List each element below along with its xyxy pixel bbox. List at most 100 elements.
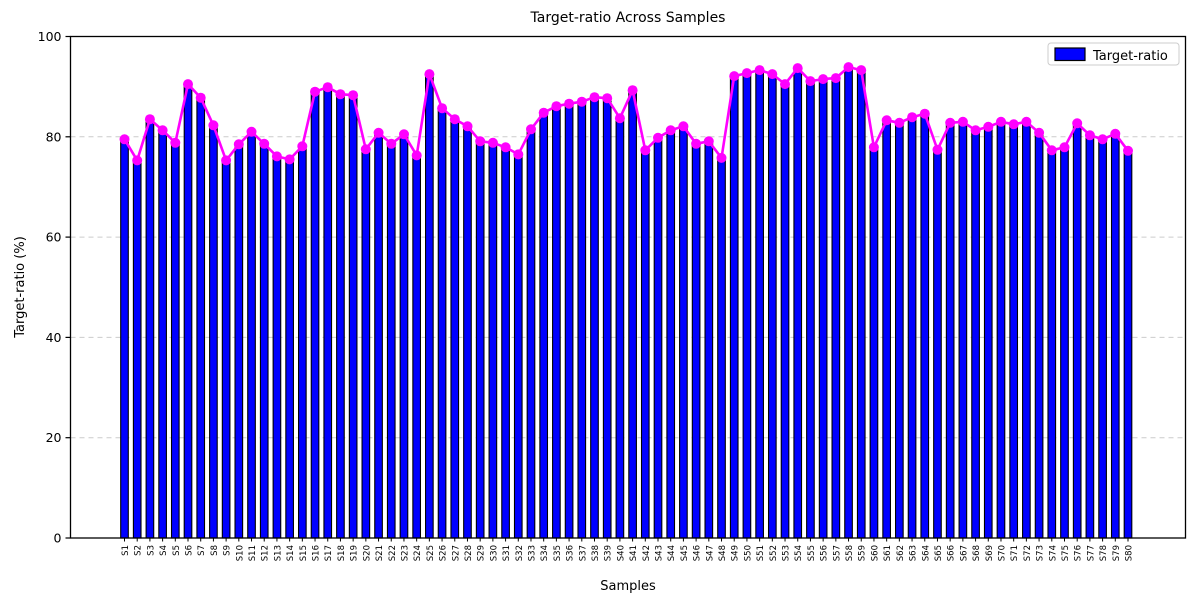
legend-label: Target-ratio (1092, 49, 1168, 64)
x-tick-label-S71: S71 (1010, 545, 1020, 561)
x-tick-label-S7: S7 (197, 545, 207, 556)
x-tick-label-S15: S15 (299, 545, 309, 561)
bar-S24 (412, 154, 422, 539)
y-tick-label-40: 40 (46, 330, 62, 345)
bar-S16 (310, 91, 320, 539)
line-marker-S62 (894, 117, 905, 128)
line-marker-S65 (932, 144, 943, 155)
bar-S5 (170, 142, 180, 539)
line-marker-S38 (589, 92, 600, 103)
x-tick-label-S17: S17 (324, 545, 334, 561)
x-tick-label-S72: S72 (1023, 545, 1033, 561)
line-marker-S41 (627, 85, 638, 96)
bar-S40 (615, 117, 625, 539)
bar-S27 (450, 118, 460, 539)
x-tick-label-S58: S58 (845, 545, 855, 561)
line-marker-S47 (703, 136, 714, 147)
x-tick-label-S69: S69 (985, 545, 995, 561)
x-tick-label-S10: S10 (235, 545, 245, 561)
bar-S29 (475, 140, 485, 539)
bar-S74 (1047, 149, 1057, 539)
line-marker-S52 (767, 69, 778, 80)
line-marker-S39 (602, 93, 613, 104)
x-tick-label-S30: S30 (489, 545, 499, 561)
x-tick-label-S64: S64 (921, 545, 931, 561)
line-marker-S33 (526, 124, 536, 135)
x-tick-label-S62: S62 (896, 545, 906, 561)
y-tick-label-80: 80 (46, 129, 62, 144)
x-tick-label-S4: S4 (159, 545, 169, 556)
bar-S11 (247, 131, 256, 539)
bar-S36 (564, 103, 574, 539)
x-tick-label-S27: S27 (451, 545, 461, 561)
line-marker-S13 (271, 151, 282, 162)
bar-S32 (513, 153, 523, 539)
line-marker-S71 (1008, 119, 1019, 130)
bar-S61 (882, 119, 891, 539)
bar-S38 (590, 96, 599, 539)
line-marker-S9 (221, 155, 232, 166)
x-tick-label-S35: S35 (553, 545, 563, 561)
bar-S78 (1098, 138, 1107, 539)
bar-S9 (221, 159, 231, 539)
x-tick-label-S68: S68 (972, 545, 982, 561)
bar-S23 (399, 133, 409, 539)
bar-S34 (539, 112, 549, 539)
x-tick-label-S61: S61 (883, 545, 893, 561)
bar-S48 (717, 157, 726, 539)
bar-S15 (297, 145, 307, 539)
bar-S17 (323, 86, 333, 539)
x-tick-label-S19: S19 (350, 545, 360, 561)
line-marker-S55 (805, 76, 816, 87)
line-marker-S60 (868, 142, 879, 153)
bar-S10 (234, 143, 244, 539)
line-marker-S61 (881, 115, 892, 126)
x-tick-label-S22: S22 (388, 545, 398, 561)
x-tick-label-S23: S23 (400, 545, 410, 561)
bar-S51 (755, 69, 764, 539)
x-tick-labels: S1 S2 S3 S4 S5 S6 S7 S8 S9 S10 S11 S12 S13 S14 S15 S16 S… (121, 545, 1135, 561)
bar-S80 (1123, 150, 1133, 539)
bar-S64 (920, 113, 930, 539)
bar-S67 (958, 121, 968, 539)
bar-S14 (285, 158, 294, 539)
x-tick-label-S55: S55 (807, 545, 817, 561)
x-tick-label-S36: S36 (566, 545, 576, 561)
line-marker-S68 (970, 125, 981, 136)
line-marker-S49 (729, 71, 740, 82)
x-tick-label-S3: S3 (146, 545, 156, 556)
line-marker-S74 (1046, 145, 1057, 156)
y-axis-label: Target-ratio (%) (13, 236, 28, 339)
x-tick-label-S57: S57 (832, 545, 842, 561)
line-marker-S58 (843, 62, 854, 73)
bar-S45 (679, 125, 688, 539)
line-marker-S78 (1097, 134, 1108, 145)
bar-S68 (971, 129, 980, 539)
x-tick-label-S80: S80 (1125, 545, 1135, 561)
x-axis-label: Samples (600, 579, 656, 594)
x-tick-label-S79: S79 (1112, 545, 1122, 561)
x-tick-label-S21: S21 (375, 545, 385, 561)
bar-S28 (463, 125, 472, 539)
bar-S66 (945, 122, 955, 539)
bar-S41 (628, 89, 637, 539)
bar-S13 (272, 155, 282, 539)
line-marker-S34 (538, 107, 549, 118)
bar-S35 (552, 105, 561, 539)
x-tick-label-S29: S29 (477, 545, 487, 561)
x-tick-label-S52: S52 (769, 545, 779, 561)
bars-group (120, 66, 1133, 539)
bar-S44 (666, 129, 676, 539)
x-tick-label-S77: S77 (1086, 545, 1096, 561)
y-tick-labels: 0 20 40 60 80 100 (38, 29, 62, 546)
x-tick-label-S8: S8 (210, 545, 220, 556)
line-marker-S29 (475, 136, 486, 147)
bar-S33 (526, 128, 536, 539)
plot-border (69, 35, 1187, 539)
x-tick-label-S37: S37 (578, 545, 588, 561)
line-marker-S28 (462, 121, 473, 132)
x-tick-label-S26: S26 (439, 545, 449, 561)
line-marker-S35 (551, 101, 562, 112)
x-tick-label-S20: S20 (362, 545, 372, 561)
